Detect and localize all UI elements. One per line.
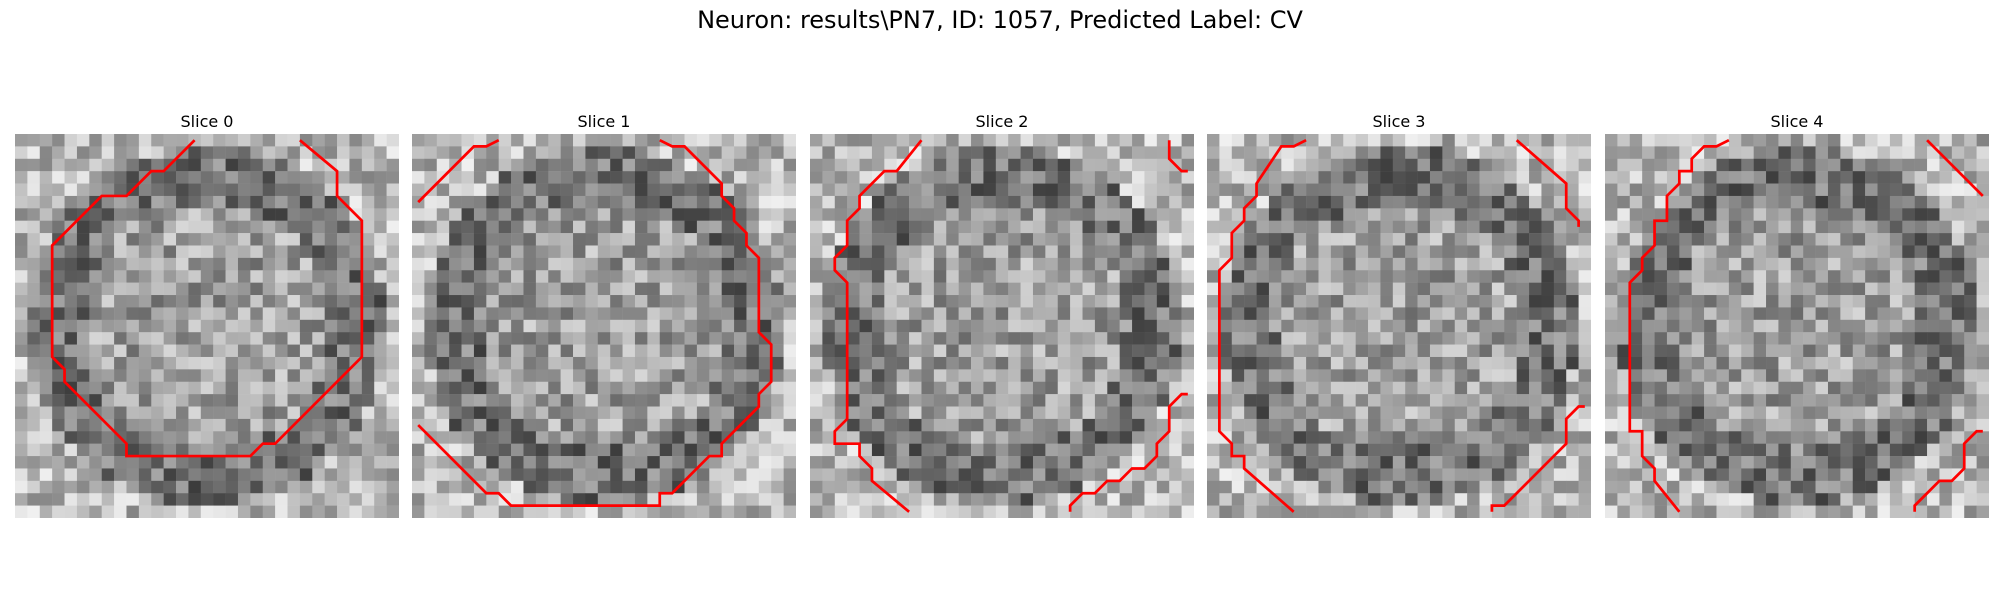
slice-title-4: Slice 4: [1770, 112, 1824, 131]
slice-panel-2: Slice 2: [810, 110, 1194, 518]
segmentation-contour: [1926, 139, 1984, 197]
segmentation-contour: [1515, 139, 1580, 227]
slice-image-3: [1207, 134, 1591, 518]
slice-image-0: [15, 134, 399, 518]
slice-title-2: Slice 2: [975, 112, 1029, 131]
slice-panel-4: Slice 4: [1605, 110, 1989, 518]
slice-title-3: Slice 3: [1372, 112, 1426, 131]
segmentation-contour: [417, 138, 773, 507]
segmentation-contour: [833, 139, 923, 513]
slice-image-1: [412, 134, 796, 518]
slice-image-4: [1605, 134, 1989, 518]
slice-title-0: Slice 0: [180, 112, 234, 131]
slice-panel-1: Slice 1: [412, 110, 796, 518]
segmentation-contour: [1628, 138, 1730, 513]
figure-title: Neuron: results\PN7, ID: 1057, Predicted…: [697, 6, 1303, 34]
slice-image-2: [810, 134, 1194, 518]
segmentation-contour: [1218, 138, 1307, 513]
slice-title-1: Slice 1: [577, 112, 631, 131]
segmentation-contour: [50, 139, 364, 458]
slice-panel-3: Slice 3: [1207, 110, 1591, 518]
segmentation-contour: [1490, 405, 1585, 512]
segmentation-contour: [417, 138, 500, 204]
slice-panel-0: Slice 0: [15, 110, 399, 518]
segmentation-contour: [1068, 392, 1188, 512]
segmentation-contour: [1913, 429, 1983, 512]
segmentation-contour: [1167, 140, 1188, 173]
